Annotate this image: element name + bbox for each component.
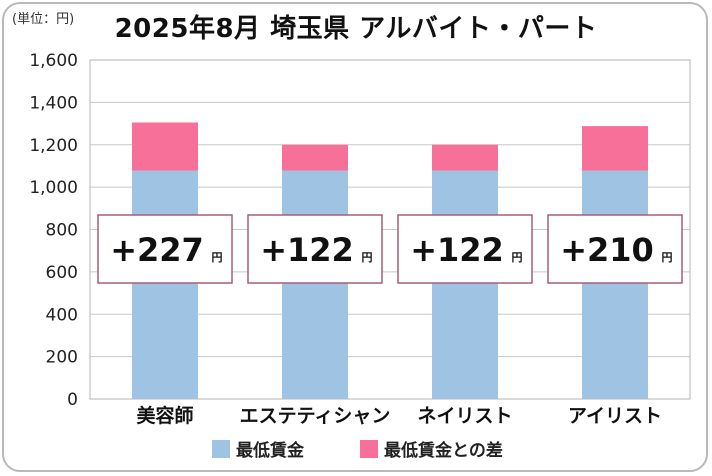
x-tick-label: エステティシャン	[240, 405, 391, 427]
y-tick-label: 1,200	[29, 136, 78, 156]
y-tick-label: 600	[46, 263, 78, 283]
legend-minimum-wage-label: 最低賃金	[236, 440, 305, 461]
y-tick-label: 1,400	[29, 93, 78, 113]
legend-wage-difference-label: 最低賃金との差	[384, 440, 503, 461]
y-tick-label: 400	[46, 305, 78, 325]
difference-unit: 円	[512, 251, 523, 264]
chart-title: 2025年8月 埼玉県 アルバイト・パート	[114, 14, 598, 44]
y-tick-label: 0	[67, 390, 78, 410]
y-tick-label: 800	[46, 221, 78, 241]
x-tick-label: 美容師	[136, 404, 193, 427]
difference-box	[247, 214, 383, 284]
y-tick-label: 1,000	[29, 178, 78, 198]
difference-value: +122	[260, 231, 354, 269]
difference-value: +122	[410, 231, 504, 269]
difference-value: +210	[560, 231, 654, 269]
difference-value: +227	[110, 231, 204, 269]
bar-wage-difference	[432, 144, 498, 171]
difference-unit: 円	[362, 251, 373, 264]
x-tick-label: アイリスト	[568, 405, 662, 427]
x-tick-label: ネイリスト	[417, 405, 512, 427]
difference-box	[547, 214, 683, 284]
bar-wage-difference	[582, 126, 648, 171]
unit-label: (単位：円)	[12, 12, 75, 27]
difference-box	[397, 214, 533, 284]
difference-unit: 円	[662, 251, 673, 264]
difference-box	[97, 214, 233, 284]
bar-wage-difference	[282, 144, 348, 171]
legend-minimum-wage-swatch	[212, 440, 230, 458]
y-tick-label: 1,600	[29, 51, 78, 71]
bar-minimum-wage	[582, 170, 648, 399]
y-tick-label: 200	[46, 348, 78, 368]
bar-minimum-wage	[132, 170, 198, 399]
bar-wage-difference	[132, 122, 198, 171]
bar-minimum-wage	[282, 170, 348, 399]
legend-wage-difference-swatch	[360, 440, 378, 458]
difference-unit: 円	[212, 251, 223, 264]
bar-minimum-wage	[432, 170, 498, 399]
